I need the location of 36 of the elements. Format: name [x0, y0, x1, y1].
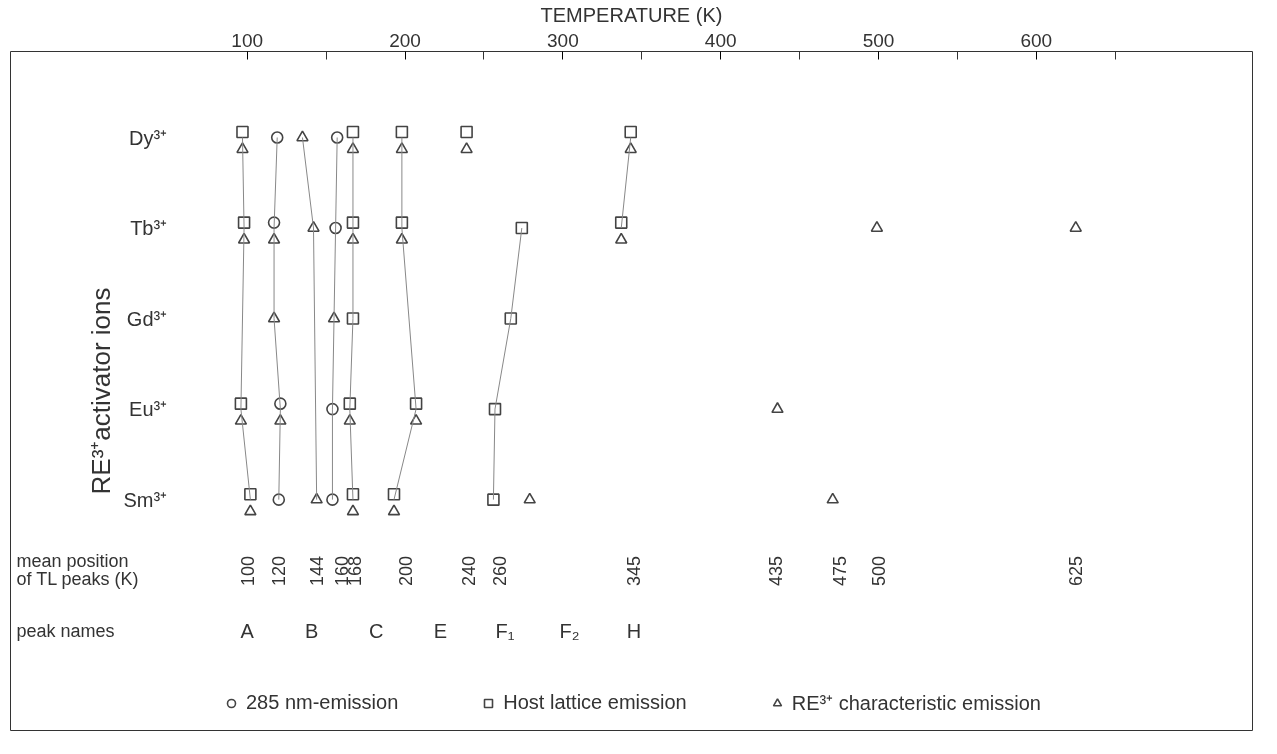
y-tick-label: Sm³⁺ [123, 488, 168, 511]
x2-tick-label: 200 [389, 29, 421, 51]
x-tick-label: 100 [237, 555, 258, 586]
x-tick-label: 345 [624, 555, 645, 586]
x-axis-title: mean position of TL peaks (K) [16, 551, 139, 590]
x-tick-label: 200 [395, 555, 416, 586]
x-tick-label: 625 [1066, 555, 1087, 586]
text: F₂ [559, 619, 580, 642]
y-tick-label: Gd³⁺ [126, 307, 168, 330]
x2-tick-label: 100 [231, 29, 264, 51]
x-tick-label: 240 [458, 555, 479, 586]
x2-tick-label: 400 [704, 29, 737, 51]
x-tick-label: 260 [490, 555, 511, 586]
x2-tick-label: 600 [1020, 29, 1053, 51]
y-tick-label: Tb³⁺ [130, 217, 168, 240]
x-tick-label: 500 [868, 555, 889, 586]
x-tick-label: 475 [829, 555, 850, 586]
y-tick-label: Eu³⁺ [129, 398, 168, 421]
text: B [304, 619, 319, 642]
x-tick-label: 435 [766, 555, 787, 586]
text: F₁ [495, 619, 515, 642]
x-tick-label: 144 [307, 555, 328, 586]
x2-axis-title: TEMPERATURE (K) [540, 3, 723, 26]
y-axis-title: RE³⁺activator ions [85, 287, 116, 495]
legend-label: RE³⁺ characteristic emission [791, 691, 1041, 716]
x2-tick-label: 500 [862, 29, 895, 51]
text: E [433, 619, 448, 642]
text: A [240, 619, 255, 642]
legend-label: Host lattice emission [503, 691, 687, 714]
legend-label: 285 nm-emission [246, 691, 399, 714]
x-tick-label: 120 [269, 555, 290, 586]
text: C [368, 619, 384, 642]
x2-tick-label: 300 [547, 29, 579, 51]
text: peak names [16, 620, 115, 641]
text: H [626, 619, 642, 642]
y-tick-label: Dy³⁺ [129, 126, 168, 149]
